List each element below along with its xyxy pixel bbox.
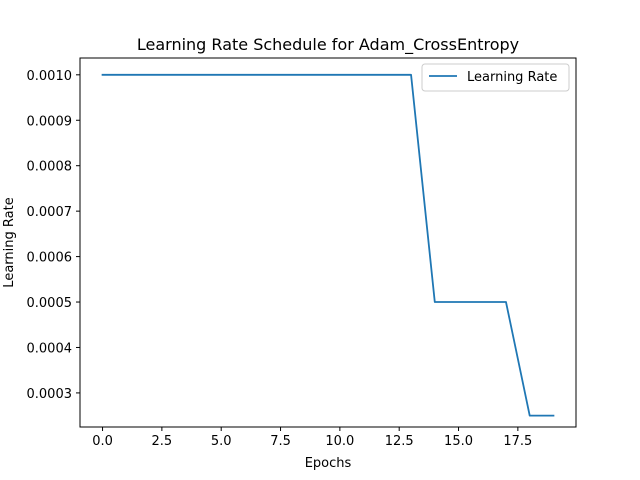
y-tick-label: 0.0008 [27, 160, 73, 175]
series-line-learning-rate [101, 73, 555, 417]
x-tick-label: 7.5 [270, 434, 291, 449]
y-axis-label: Learning Rate [2, 197, 17, 287]
x-tick-label: 5.0 [211, 434, 232, 449]
y-tick-label: 0.0006 [27, 251, 73, 266]
x-axis-ticks: 0.0 2.5 5.0 7.5 10.0 12.5 15.0 17.5 [92, 427, 532, 449]
x-tick-label: 0.0 [92, 434, 113, 449]
y-tick-label: 0.0004 [27, 341, 73, 356]
x-tick-label: 2.5 [152, 434, 173, 449]
series-layer [101, 73, 555, 417]
x-axis-label: Epochs [305, 456, 352, 471]
x-tick-label: 17.5 [503, 434, 532, 449]
legend: Learning Rate [421, 63, 570, 92]
y-tick-label: 0.0005 [27, 296, 73, 311]
plot-area-frame [79, 57, 577, 428]
y-tick-label: 0.0009 [27, 114, 73, 129]
y-tick-label: 0.0003 [27, 387, 73, 402]
chart-title: Learning Rate Schedule for Adam_CrossEnt… [137, 35, 519, 55]
legend-label-learning-rate: Learning Rate [467, 70, 557, 85]
y-axis-ticks: 0.0003 0.0004 0.0005 0.0006 0.0007 0.0008 0.00… [27, 69, 80, 402]
x-tick-label: 12.5 [385, 434, 414, 449]
y-tick-label: 0.0007 [27, 205, 73, 220]
x-tick-label: 10.0 [325, 434, 354, 449]
y-tick-label: 0.0010 [27, 69, 73, 84]
x-tick-label: 15.0 [444, 434, 473, 449]
legend-box [421, 63, 570, 92]
